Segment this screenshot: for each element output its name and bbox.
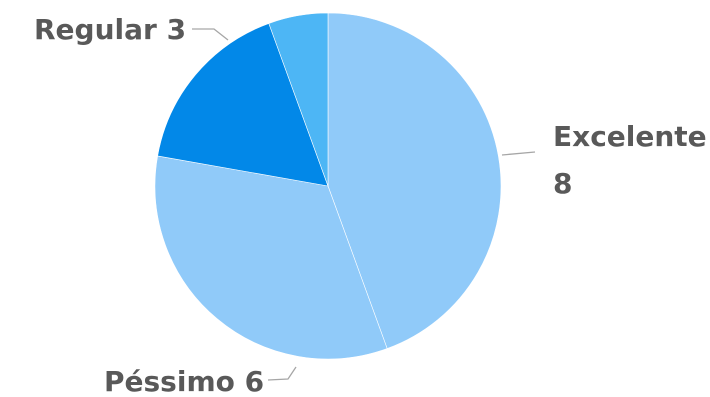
slice-label-excelente-name: Excelente: [553, 120, 707, 153]
slice-label-excelente: Excelente 8: [553, 120, 710, 200]
leader-line-pessimo: [267, 366, 297, 381]
slice-label-excelente-value: 8: [553, 167, 572, 200]
pie-slice-regular: [157, 23, 329, 187]
pie-slice-excelente: [327, 12, 502, 349]
pie-slices: [154, 12, 502, 360]
slice-label-regular-name: Regular: [34, 13, 157, 46]
slice-label-pessimo: Péssimo 6: [104, 365, 264, 397]
pie-slice-pessimo: [154, 155, 388, 360]
slice-label-pessimo-name: Péssimo: [104, 365, 235, 397]
slice-label-regular-value: 3: [167, 13, 186, 46]
slice-label-regular: Regular 3: [34, 13, 186, 46]
leader-line-excelente: [501, 151, 536, 156]
slice-label-pessimo-value: 6: [245, 365, 264, 397]
pie-labels: Regular 3 Excelente 8 Péssimo 6: [34, 13, 710, 397]
leader-line-regular: [192, 28, 229, 41]
pie-slice-other: [268, 12, 329, 187]
